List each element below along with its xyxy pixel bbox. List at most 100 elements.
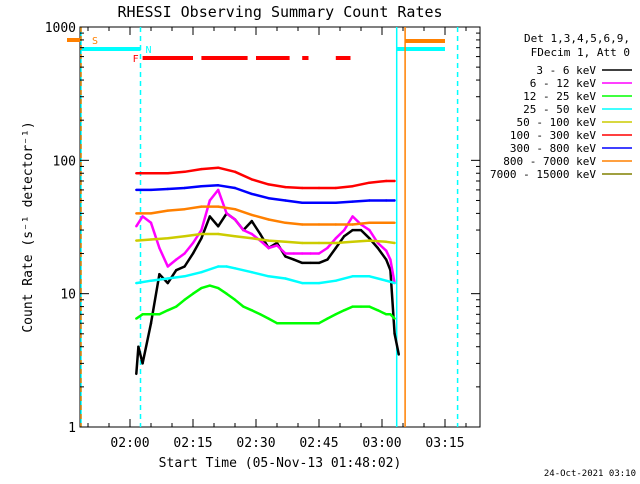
series-point-3 — [334, 279, 337, 282]
series-point-5 — [200, 167, 203, 171]
series-point-6 — [233, 186, 237, 190]
series-point-1 — [233, 218, 237, 221]
series-point-0 — [141, 362, 144, 365]
series-line-2 — [135, 284, 396, 325]
y-axis-label: Count Rate (s⁻¹ detector⁻¹) — [21, 121, 36, 332]
series-point-7 — [385, 221, 388, 224]
series-point-1 — [225, 212, 228, 215]
series-point-5 — [317, 186, 321, 190]
series-point-2 — [393, 317, 396, 320]
series-point-1 — [292, 252, 295, 255]
series-point-1 — [385, 249, 388, 252]
series-point-0 — [385, 258, 388, 261]
series-point-1 — [351, 215, 354, 218]
series-point-4 — [301, 241, 304, 245]
series-point-2 — [326, 317, 329, 320]
series-line-7 — [136, 205, 395, 226]
series-point-5 — [351, 185, 354, 188]
legend-entry-label: 100 - 300 keV — [510, 129, 596, 142]
series-point-1 — [200, 228, 203, 232]
legend-header-line: Det 1,3,4,5,6,9, — [524, 32, 630, 45]
series-point-4 — [149, 238, 153, 241]
series-point-3 — [385, 279, 388, 282]
series-point-4 — [368, 239, 371, 242]
series-point-7 — [217, 205, 220, 208]
series-point-4 — [250, 237, 253, 240]
series-point-3 — [393, 281, 396, 285]
chart-title: RHESSI Observing Summary Count Rates — [117, 3, 442, 21]
series-point-0 — [166, 281, 169, 285]
series-point-3 — [200, 271, 203, 274]
series-point-7 — [351, 223, 354, 226]
series-point-0 — [135, 372, 138, 376]
series-point-2 — [351, 305, 354, 308]
series-point-1 — [389, 258, 392, 261]
status-bars: S NF — [67, 36, 445, 65]
series-point-2 — [301, 322, 304, 325]
series-point-5 — [183, 170, 186, 173]
series-point-0 — [326, 258, 329, 261]
series-point-0 — [208, 215, 211, 218]
series-point-0 — [175, 269, 178, 272]
y-tick-label: 10 — [60, 288, 76, 303]
y-tick-label: 1 — [68, 421, 76, 436]
series-point-4 — [200, 232, 203, 236]
series-point-3 — [135, 281, 138, 285]
series-point-0 — [217, 225, 220, 228]
footer-date: 24-Oct-2021 03:10 — [544, 469, 636, 479]
legend-entry-label: 6 - 12 keV — [530, 77, 597, 90]
series-point-0 — [259, 232, 262, 236]
series-point-3 — [368, 275, 371, 278]
series-point-3 — [225, 265, 228, 268]
series-point-6 — [317, 201, 321, 204]
series-point-2 — [135, 317, 138, 320]
series-point-7 — [284, 221, 287, 224]
series-point-0 — [200, 237, 203, 240]
series-point-4 — [385, 240, 388, 243]
series-line-5 — [136, 166, 395, 190]
series-point-0 — [397, 353, 400, 356]
legend-entry-label: 300 - 800 keV — [510, 142, 596, 155]
series-point-4 — [317, 241, 321, 245]
series-point-2 — [385, 313, 388, 316]
series-line-6 — [136, 184, 395, 205]
series-point-0 — [376, 246, 379, 250]
series-line-3 — [136, 265, 395, 285]
series-point-7 — [334, 223, 337, 226]
series-point-2 — [250, 309, 253, 312]
series-point-6 — [284, 199, 287, 202]
series-point-2 — [158, 313, 161, 316]
series-point-6 — [351, 200, 354, 203]
series-point-3 — [351, 275, 354, 278]
data-series — [135, 166, 401, 376]
series-point-2 — [376, 309, 379, 312]
series-point-5 — [334, 186, 337, 190]
series-point-1 — [317, 252, 321, 255]
y-tick-label: 100 — [53, 154, 76, 169]
series-point-3 — [301, 281, 304, 285]
series-point-2 — [292, 322, 295, 325]
series-point-1 — [368, 228, 371, 232]
series-point-1 — [343, 228, 346, 232]
series-point-1 — [149, 221, 153, 224]
series-point-1 — [158, 246, 161, 250]
series-point-2 — [368, 305, 371, 308]
series-point-5 — [233, 170, 237, 173]
series-point-5 — [250, 178, 253, 181]
series-point-2 — [225, 292, 228, 295]
legend-header-line: FDecim 1, Att 0 — [531, 46, 630, 59]
series-point-1 — [166, 265, 169, 268]
series-point-2 — [389, 313, 392, 316]
series-point-4 — [284, 240, 287, 243]
series-point-7 — [393, 221, 396, 224]
series-point-6 — [135, 188, 138, 192]
series-point-7 — [267, 218, 270, 221]
series-point-4 — [351, 240, 354, 243]
series-point-6 — [368, 199, 371, 202]
series-point-2 — [217, 286, 220, 290]
series-point-7 — [183, 208, 186, 211]
series-point-0 — [359, 228, 363, 232]
series-point-3 — [217, 265, 220, 268]
x-tick-label: 03:00 — [362, 436, 401, 451]
